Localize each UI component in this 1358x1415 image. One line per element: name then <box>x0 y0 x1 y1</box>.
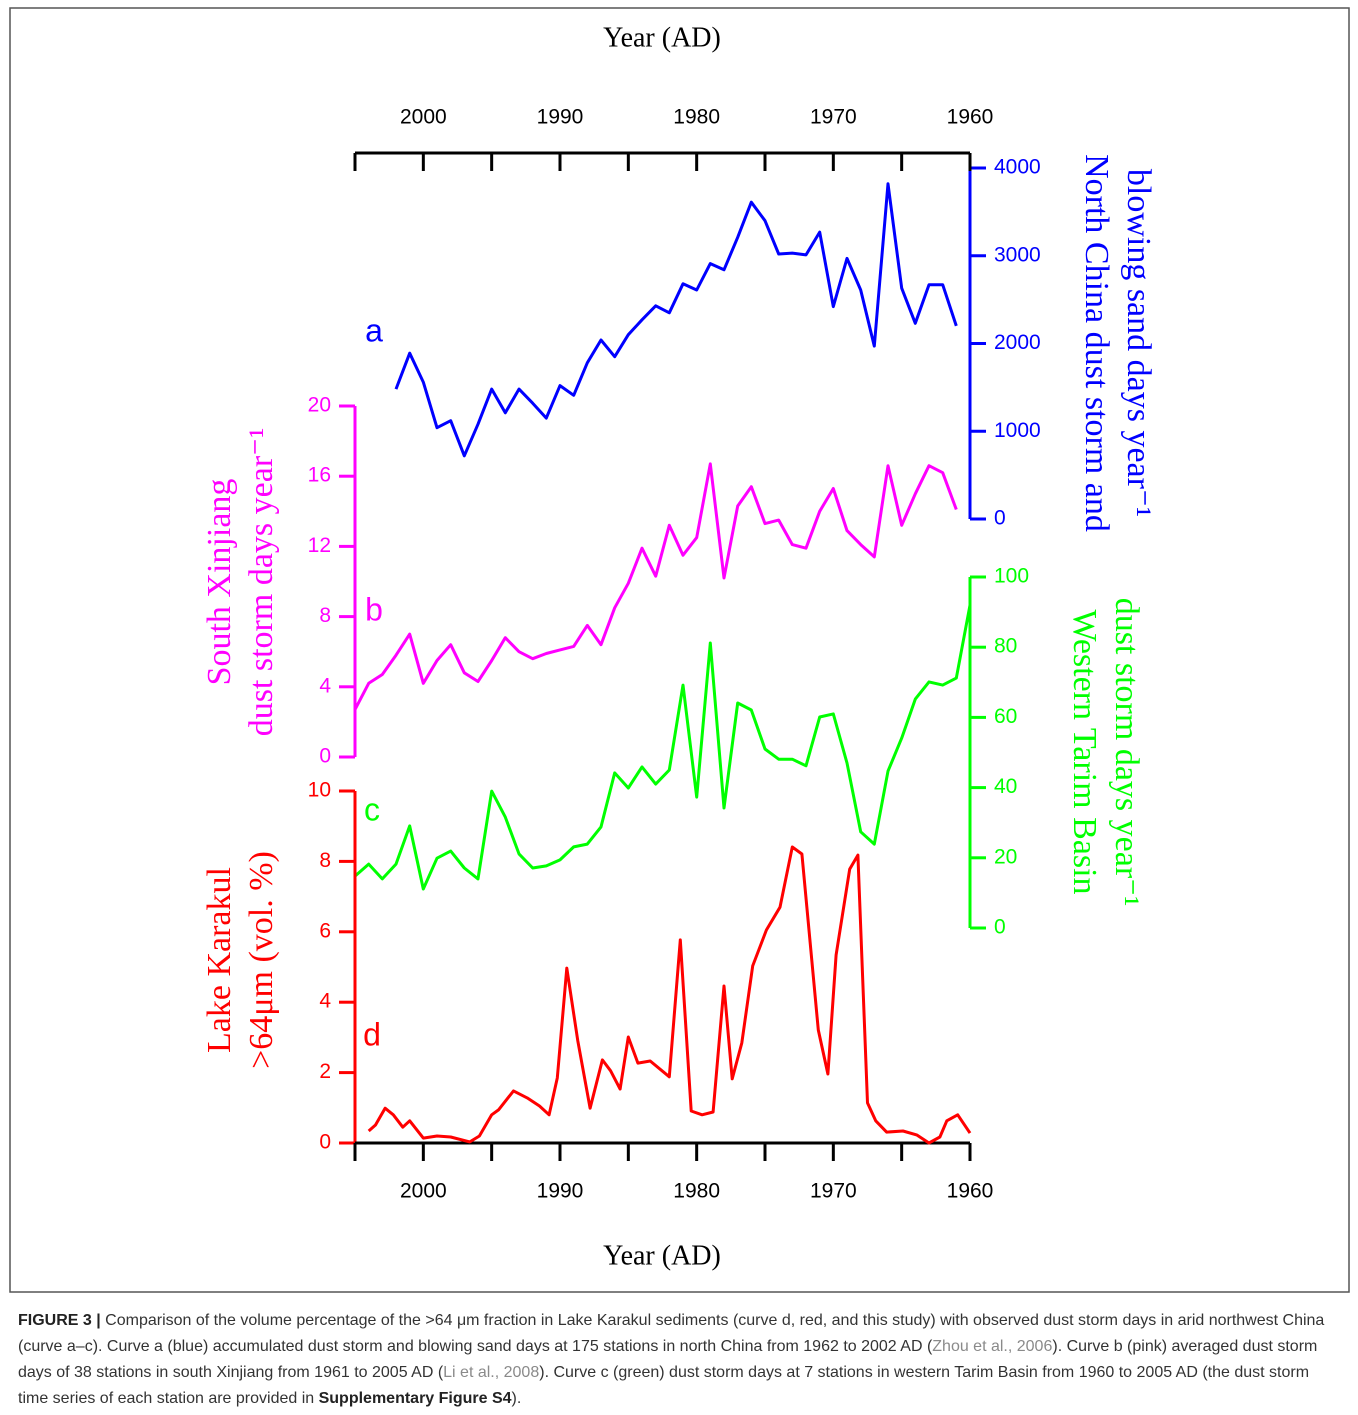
x-tick-label: 1990 <box>537 106 584 129</box>
y-tick-label: 2 <box>319 1060 331 1083</box>
y-tick-label: 0 <box>994 916 1006 939</box>
x-axis-title: Year (AD) <box>603 1240 721 1271</box>
y-tick-label: 100 <box>994 565 1029 588</box>
y-axis-title: blowing sand days year⁻¹ <box>1120 169 1157 517</box>
y-tick-label: 8 <box>319 604 331 627</box>
x-tick-label: 1980 <box>673 106 720 129</box>
y-axis-title: South Xinjiang <box>201 479 238 686</box>
y-tick-label: 60 <box>994 705 1017 728</box>
citation-link[interactable]: Li et al., 2008 <box>443 1364 540 1381</box>
y-axis-title: Western Tarim Basin <box>1066 609 1103 894</box>
y-axis-title: >64μm (vol. %) <box>243 851 280 1069</box>
y-tick-label: 1000 <box>994 419 1041 442</box>
curve-label: d <box>363 1016 381 1052</box>
y-axis-title: North China dust storm and <box>1078 154 1115 532</box>
y-tick-label: 0 <box>319 745 331 768</box>
y-tick-label: 16 <box>308 464 331 487</box>
x-tick-label: 1970 <box>810 1180 857 1203</box>
data-line <box>353 462 958 711</box>
y-tick-label: 20 <box>308 394 331 417</box>
y-tick-label: 4 <box>319 990 331 1013</box>
y-tick-label: 10 <box>308 779 331 802</box>
curve-label: c <box>364 791 380 827</box>
y-axis-title: dust storm days year⁻¹ <box>1108 598 1145 907</box>
y-tick-label: 4000 <box>994 156 1041 179</box>
x-tick-label: 1980 <box>673 1180 720 1203</box>
x-tick-label: 1970 <box>810 106 857 129</box>
y-tick-label: 0 <box>319 1131 331 1154</box>
caption-text: ). Curve c (green) dust storm days at 7 … <box>18 1364 1310 1407</box>
x-tick-label: 1960 <box>947 106 994 129</box>
curve-label: b <box>365 591 383 627</box>
y-tick-label: 12 <box>308 534 331 557</box>
y-tick-label: 4 <box>319 674 331 697</box>
y-axis-title: dust storm days year⁻¹ <box>243 428 280 737</box>
citation-link[interactable]: Zhou et al., 2006 <box>932 1338 1053 1355</box>
x-tick-label: 2000 <box>400 106 447 129</box>
y-tick-label: 8 <box>319 849 331 872</box>
data-line <box>394 182 958 458</box>
x-tick-label: 1990 <box>537 1180 584 1203</box>
x-tick-label: 2000 <box>400 1180 447 1203</box>
caption-text: Comparison of the volume percentage of t… <box>18 1312 1325 1355</box>
caption-text: Supplementary Figure S4 <box>318 1390 512 1407</box>
figure-frame <box>9 7 1350 1293</box>
y-tick-label: 80 <box>994 635 1017 658</box>
x-tick-label: 1960 <box>947 1180 994 1203</box>
caption-text: ). <box>511 1390 522 1407</box>
figure-caption: FIGURE 3 | Comparison of the volume perc… <box>18 1308 1343 1412</box>
caption-text: ). Curve b (pink) averaged dust storm da… <box>18 1338 1318 1381</box>
caption-label: FIGURE 3 | <box>18 1312 101 1329</box>
y-tick-label: 20 <box>994 845 1017 868</box>
data-line <box>354 604 972 891</box>
curve-label: a <box>365 312 383 348</box>
y-tick-label: 2000 <box>994 331 1041 354</box>
y-tick-label: 40 <box>994 775 1017 798</box>
y-tick-label: 0 <box>994 507 1006 530</box>
y-tick-label: 6 <box>319 919 331 942</box>
y-tick-label: 3000 <box>994 243 1041 266</box>
data-line <box>367 845 972 1145</box>
y-axis-title: Lake Karakul <box>201 867 238 1053</box>
x-axis-title: Year (AD) <box>603 22 721 53</box>
